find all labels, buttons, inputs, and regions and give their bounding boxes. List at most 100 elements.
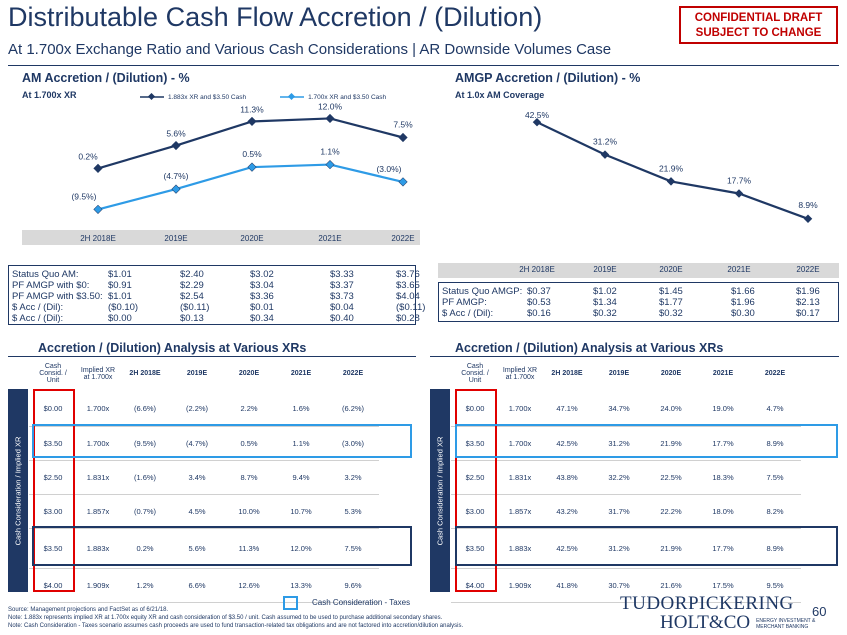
amgp-table-row: $3.50 1.883x 42.5% 31.2% 21.9% 17.7% 8.9% (451, 528, 801, 569)
am-value-cell: 12.0% (275, 528, 327, 569)
amgp-header-year: 2H 2018E (551, 370, 583, 377)
stat-row-label: $ Acc / (Dil): (12, 313, 64, 324)
amgp-series-point (666, 177, 676, 186)
am-header-year: 2022E (342, 370, 364, 377)
am-series-2-data-label: 1.1% (320, 147, 340, 157)
stat-value: $0.01 (250, 302, 274, 313)
am-value-cell: 0.5% (223, 426, 275, 461)
amgp-chart-subheading: At 1.0x AM Coverage (455, 90, 545, 100)
amgp-value-cell: 8.9% (749, 528, 801, 569)
am-header-cash: Cash Consid. / Unit (39, 363, 67, 384)
am-value-cell: 10.7% (275, 494, 327, 529)
am-value-cell: (6.6%) (119, 392, 171, 427)
stat-row-label: $ Acc / (Dil): (12, 302, 64, 313)
am-cash-cell: $4.00 (29, 568, 77, 603)
amgp-years-row: 2H 2018E 2019E 2020E 2021E 2022E (438, 265, 839, 276)
amgp-value-cell: 21.9% (645, 528, 697, 569)
am-line-chart: 2H 2018E 2019E 2020E 2021E 2022E 0.2% 5.6% 11.3… (22, 101, 420, 245)
logo-line-1: TUDORPICKERING (620, 593, 794, 614)
stat-value: $1.02 (593, 286, 617, 297)
am-series-1-data-label: 11.3% (240, 104, 264, 114)
amgp-value-cell: 42.5% (541, 426, 593, 461)
stat-value: $2.40 (180, 269, 204, 280)
am-legend-series-1: 1.883x XR and $3.50 Cash (168, 93, 247, 101)
amgp-value-cell: 47.1% (541, 392, 593, 427)
stat-value: $4.04 (396, 291, 420, 302)
am-series-2-point (325, 159, 335, 170)
am-series-2-data-label: (4.7%) (163, 171, 188, 181)
amgp-header-row: Cash Consid. / Unit Implied XR at 1.700x 2H 2… (451, 355, 801, 392)
stat-value: $1.96 (796, 286, 820, 297)
stat-row: Status Quo AMGP: $0.37 $1.02 $1.45 $1.66 $1.9… (442, 286, 838, 297)
am-x-tick: 2022E (391, 234, 414, 243)
am-xr-cell: 1.857x (77, 494, 119, 529)
am-value-cell: (1.6%) (119, 460, 171, 495)
page-title: Distributable Cash Flow Accretion / (Dil… (8, 2, 543, 32)
amgp-value-cell: 9.5% (749, 568, 801, 603)
am-value-cell: 3.2% (327, 460, 379, 495)
amgp-sidebar-label: Cash Consideration / Implied XR (435, 436, 445, 545)
am-cash-cell: $3.50 (29, 426, 77, 461)
am-series-2-point (247, 162, 257, 172)
am-header-year: 2H 2018E (129, 370, 161, 377)
am-table-row: $3.50 1.883x 0.2% 5.6% 11.3% 12.0% 7.5% (29, 528, 379, 569)
logo-sub-2: MERCHANT BANKING (756, 624, 809, 630)
am-header-year: 2020E (238, 370, 260, 377)
am-sidebar-label: Cash Consideration / Implied XR (13, 436, 23, 545)
stat-value: $2.13 (796, 297, 820, 308)
amgp-series-data-label: 42.5% (525, 110, 550, 120)
am-legend: 1.883x XR and $3.50 Cash 1.700x XR and $… (140, 93, 386, 101)
confidential-line-2: SUBJECT TO CHANGE (695, 27, 822, 39)
am-stats-box: Status Quo AM: $1.01 $2.40 $3.02 $3.33 $3.76 P… (8, 265, 425, 325)
am-row-highlight-blue (32, 424, 412, 458)
am-table-sidebar: Cash Consideration / Implied XR (8, 389, 28, 592)
amgp-value-cell: 17.7% (697, 528, 749, 569)
amgp-value-cell: 31.2% (593, 426, 645, 461)
footer-source: Source: Management projections and FactS… (8, 607, 169, 613)
amgp-value-cell: 21.6% (645, 568, 697, 603)
stat-value: ($0.11) (396, 302, 426, 313)
stat-value: $3.73 (330, 291, 354, 302)
am-value-cell: 10.0% (223, 494, 275, 529)
amgp-series-point (803, 214, 813, 224)
amgp-table-row: $2.50 1.831x 43.8% 32.2% 22.5% 18.3% 7.5% (451, 460, 801, 495)
stat-value: $0.30 (731, 308, 755, 319)
amgp-cash-cell: $4.00 (451, 568, 499, 603)
am-value-cell: 3.4% (171, 460, 223, 495)
amgp-cash-cell: $3.00 (451, 494, 499, 529)
stat-value: ($0.10) (108, 302, 139, 313)
stat-row-label: $ Acc / (Dil): (442, 308, 494, 319)
am-value-cell: (3.0%) (327, 426, 379, 461)
amgp-x-tick: 2021E (727, 265, 751, 274)
amgp-table-row: $3.50 1.700x 42.5% 31.2% 21.9% 17.7% 8.9% (451, 426, 801, 461)
amgp-series-data-label: 21.9% (659, 163, 684, 173)
am-value-cell: 0.2% (119, 528, 171, 569)
am-value-cell: 4.5% (171, 494, 223, 529)
amgp-value-cell: 43.8% (541, 460, 593, 495)
confidential-line-1: CONFIDENTIAL DRAFT (694, 12, 823, 24)
amgp-value-cell: 24.0% (645, 392, 697, 427)
amgp-value-cell: 30.7% (593, 568, 645, 603)
am-legend-series-2: 1.700x XR and $3.50 Cash (308, 93, 387, 101)
am-xr-cell: 1.883x (77, 528, 119, 569)
am-value-cell: 5.3% (327, 494, 379, 529)
am-table-wrap: Cash Consid. / Unit Implied XR at 1.700x 2H 2… (29, 355, 379, 603)
am-xr-cell: 1.700x (77, 426, 119, 461)
stat-value: $1.45 (659, 286, 683, 297)
amgp-xr-cell: 1.883x (499, 528, 541, 569)
amgp-header-year: 2019E (608, 370, 630, 377)
am-x-tick: 2020E (240, 234, 263, 243)
amgp-cash-cell: $0.00 (451, 392, 499, 427)
amgp-cash-cell: $2.50 (451, 460, 499, 495)
confidential-badge: CONFIDENTIAL DRAFT SUBJECT TO CHANGE (679, 6, 838, 44)
am-table-row: $2.50 1.831x (1.6%) 3.4% 8.7% 9.4% 3.2% (29, 460, 379, 495)
page-subtitle: At 1.700x Exchange Ratio and Various Cas… (8, 41, 612, 58)
stat-value: $3.02 (250, 269, 274, 280)
am-series-line-1 (97, 117, 404, 170)
stat-value: $0.37 (527, 286, 551, 297)
am-series-line-2 (97, 163, 404, 211)
stat-value: $2.54 (180, 291, 204, 302)
am-chart-subheading: At 1.700x XR (22, 90, 77, 100)
stat-row: PF AMGP: $0.53 $1.34 $1.77 $1.96 $2.13 (442, 297, 838, 308)
am-value-cell: 9.4% (275, 460, 327, 495)
